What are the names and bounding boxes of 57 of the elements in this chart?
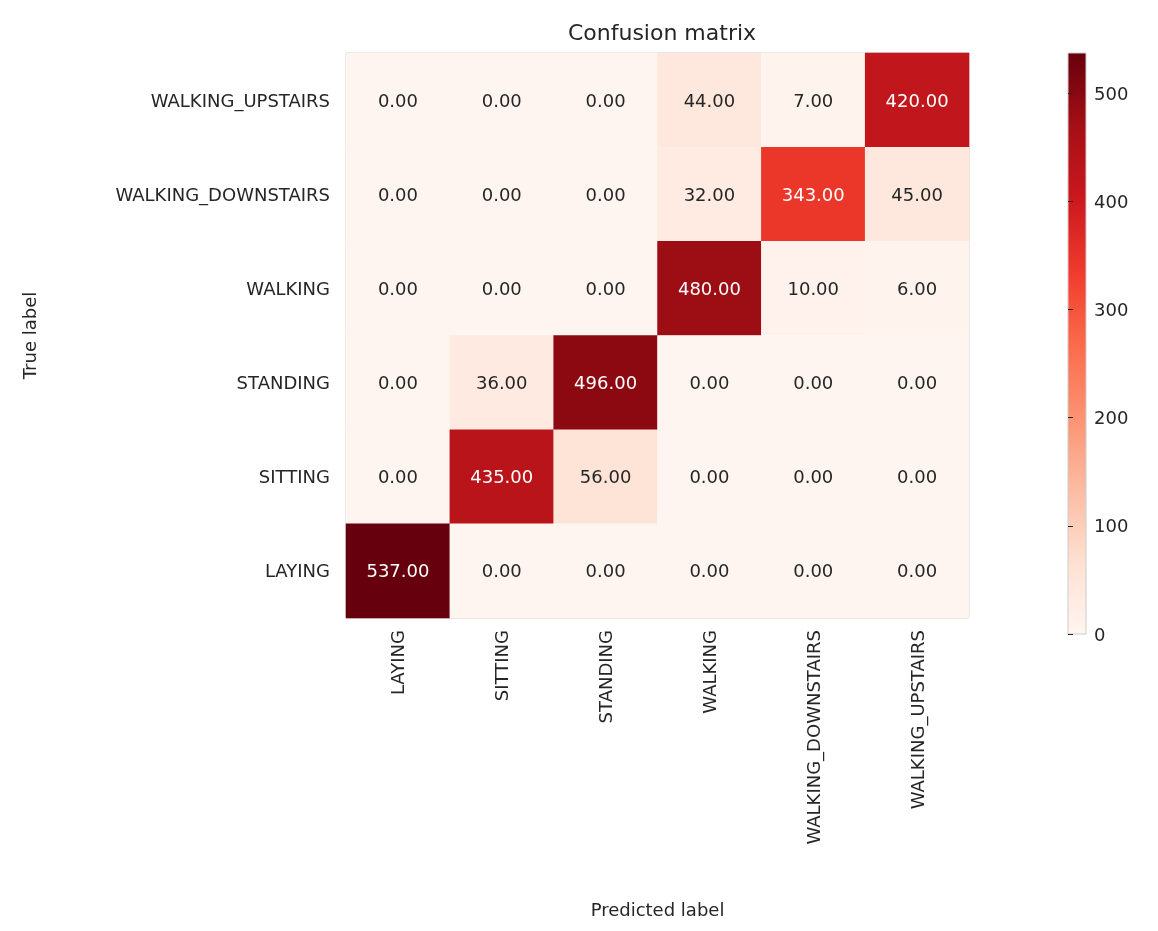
x-tick-label: WALKING_DOWNSTAIRS bbox=[802, 630, 825, 845]
data-label: 0.00 bbox=[897, 560, 938, 582]
data-label: 0.00 bbox=[689, 560, 730, 582]
data-label: 36.00 bbox=[475, 372, 528, 394]
x-tick-label: STANDING bbox=[595, 630, 617, 724]
data-label: 0.00 bbox=[793, 466, 834, 488]
y-tick-label: SITTING bbox=[258, 466, 330, 488]
data-label: 0.00 bbox=[377, 89, 418, 111]
data-label: 537.00 bbox=[366, 560, 430, 582]
data-label: 496.00 bbox=[574, 372, 638, 394]
y-tick-label: LAYING bbox=[264, 560, 330, 582]
x-tick-label: WALKING_UPSTAIRS bbox=[906, 630, 929, 810]
data-label: 0.00 bbox=[897, 466, 938, 488]
data-label: 7.00 bbox=[793, 89, 834, 111]
y-tick-label: STANDING bbox=[236, 372, 330, 394]
data-label: 0.00 bbox=[377, 372, 418, 394]
data-label: 0.00 bbox=[481, 89, 522, 111]
data-label: 6.00 bbox=[897, 277, 938, 299]
x-tick-label: SITTING bbox=[491, 630, 513, 702]
data-label: 0.00 bbox=[481, 183, 522, 205]
data-label: 0.00 bbox=[377, 183, 418, 205]
color-bar-label: 300 bbox=[1094, 298, 1129, 320]
data-label: 0.00 bbox=[585, 277, 626, 299]
chart-title: Confusion matrix bbox=[567, 19, 757, 45]
y-axis-title: True label bbox=[18, 291, 40, 381]
y-tick-label: WALKING_UPSTAIRS bbox=[150, 89, 330, 112]
color-bar-label: 200 bbox=[1094, 407, 1129, 429]
x-axis-title: Predicted label bbox=[590, 898, 725, 920]
data-label: 10.00 bbox=[787, 277, 840, 299]
data-label: 0.00 bbox=[377, 466, 418, 488]
data-label: 0.00 bbox=[585, 89, 626, 111]
data-label: 0.00 bbox=[793, 372, 834, 394]
color-bar-label: 400 bbox=[1094, 190, 1129, 212]
data-label: 44.00 bbox=[683, 89, 736, 111]
data-label: 32.00 bbox=[683, 183, 736, 205]
data-label: 0.00 bbox=[689, 372, 730, 394]
data-label: 56.00 bbox=[579, 466, 632, 488]
data-label: 480.00 bbox=[677, 277, 741, 299]
data-label: 0.00 bbox=[481, 560, 522, 582]
data-label: 0.00 bbox=[689, 466, 730, 488]
data-label: 0.00 bbox=[585, 560, 626, 582]
x-tick-label: LAYING bbox=[387, 630, 409, 696]
data-label: 0.00 bbox=[377, 277, 418, 299]
data-label: 45.00 bbox=[891, 183, 943, 205]
data-label: 0.00 bbox=[793, 560, 834, 582]
data-label: 0.00 bbox=[481, 277, 522, 299]
data-label: 420.00 bbox=[885, 89, 949, 111]
x-tick-label: WALKING bbox=[698, 630, 720, 714]
data-label: 0.00 bbox=[897, 372, 938, 394]
data-label: 343.00 bbox=[781, 183, 845, 205]
color-bar-label: 100 bbox=[1094, 515, 1129, 537]
y-tick-label: WALKING_DOWNSTAIRS bbox=[115, 183, 330, 206]
color-bar-label: 500 bbox=[1094, 82, 1129, 104]
y-tick-label: WALKING bbox=[246, 277, 330, 299]
data-label: 435.00 bbox=[470, 466, 534, 488]
data-label: 0.00 bbox=[585, 183, 626, 205]
color-bar-label: 0 bbox=[1094, 623, 1106, 645]
